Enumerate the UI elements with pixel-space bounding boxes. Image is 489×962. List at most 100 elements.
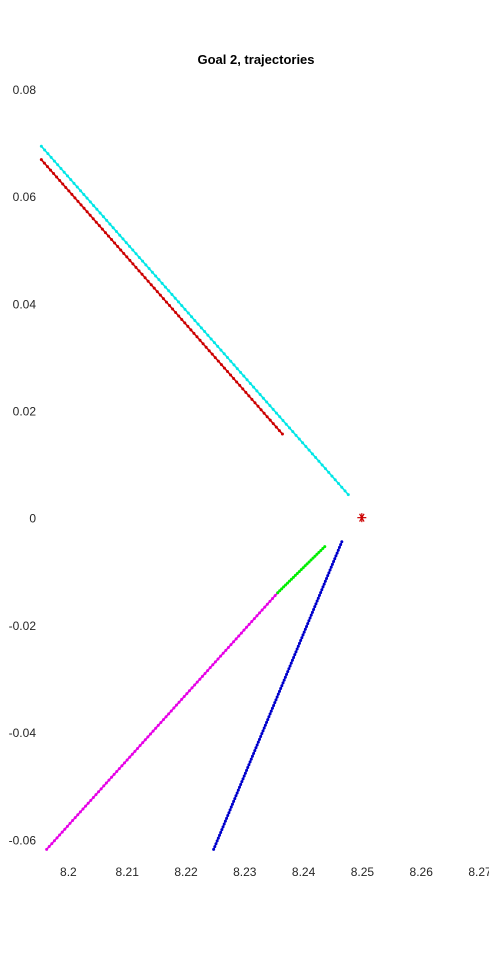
trajectory-point (208, 349, 211, 352)
trajectory-point (239, 371, 242, 374)
trajectory-point (210, 337, 213, 340)
trajectory-point (105, 219, 108, 222)
trajectory-point (334, 478, 337, 481)
x-tick-label: 8.26 (410, 865, 434, 879)
trajectory-point (211, 663, 214, 666)
trajectory-point (66, 174, 69, 177)
trajectory-point (174, 311, 177, 314)
trajectory-point (190, 315, 193, 318)
trajectory-point (157, 278, 160, 281)
trajectory-point (260, 732, 263, 735)
trajectory-point (120, 764, 123, 767)
trajectory-point (224, 649, 227, 652)
trajectory-point (304, 628, 307, 631)
trajectory-point (98, 224, 101, 227)
trajectory-point (40, 145, 43, 148)
trajectory-point (323, 583, 326, 586)
trajectory-point (319, 591, 322, 594)
trajectory-point (267, 715, 270, 718)
trajectory-point (285, 673, 288, 676)
trajectory-point (244, 772, 247, 775)
trajectory-point (56, 163, 59, 166)
trajectory-point (233, 797, 236, 800)
trajectory-point (326, 574, 329, 577)
trajectory-point (53, 839, 56, 842)
trajectory-point (99, 211, 102, 214)
trajectory-series-4 (276, 545, 326, 594)
trajectory-point (285, 423, 288, 426)
trajectory-point (312, 608, 315, 611)
trajectory-point (344, 489, 347, 492)
trajectory-point (92, 204, 95, 207)
trajectory-point (164, 286, 167, 289)
trajectory-point (206, 334, 209, 337)
trajectory-point (279, 687, 282, 690)
trajectory-point (203, 330, 206, 333)
trajectory-point (227, 646, 230, 649)
trajectory-point (168, 304, 171, 307)
trajectory-point (202, 342, 205, 345)
trajectory-point (61, 831, 64, 834)
trajectory-point (309, 616, 312, 619)
trajectory-point (157, 724, 160, 727)
trajectory-point (200, 326, 203, 329)
trajectory-point (178, 701, 181, 704)
trajectory-point (108, 223, 111, 226)
trajectory-point (223, 367, 226, 370)
trajectory-point (275, 426, 278, 429)
trajectory-point (266, 603, 269, 606)
trajectory-point (330, 475, 333, 478)
trajectory-point (281, 419, 284, 422)
trajectory-point (71, 819, 74, 822)
trajectory-point (324, 467, 327, 470)
trajectory-point (79, 810, 82, 813)
trajectory-point (209, 666, 212, 669)
trajectory-point (84, 805, 87, 808)
trajectory-point (264, 724, 267, 727)
trajectory-point (123, 761, 126, 764)
trajectory-point (245, 769, 248, 772)
y-tick-label: 0.02 (13, 405, 37, 419)
trajectory-point (299, 639, 302, 642)
trajectory-point (134, 266, 137, 269)
trajectory-point (87, 802, 90, 805)
trajectory-point (262, 397, 265, 400)
trajectory-point (327, 471, 330, 474)
trajectory-point (154, 274, 157, 277)
trajectory-point (332, 560, 335, 563)
trajectory-point (83, 207, 86, 210)
trajectory-point (337, 482, 340, 485)
trajectory-point (186, 325, 189, 328)
trajectory-point (217, 658, 220, 661)
trajectory-point (211, 353, 214, 356)
trajectory-point (141, 273, 144, 276)
trajectory-point (268, 600, 271, 603)
trajectory-point (223, 352, 226, 355)
trajectory-point (271, 597, 274, 600)
trajectory-point (231, 803, 234, 806)
trajectory-point (188, 689, 191, 692)
trajectory-point (286, 670, 289, 673)
trajectory-point (40, 158, 43, 161)
trajectory-point (139, 744, 142, 747)
trajectory-point (317, 460, 320, 463)
trajectory-point (257, 741, 260, 744)
trajectory-point (250, 620, 253, 623)
trajectory-point (86, 210, 89, 213)
trajectory-point (226, 814, 229, 817)
trajectory-point (306, 622, 309, 625)
trajectory-point (283, 679, 286, 682)
trajectory-point (177, 314, 180, 317)
trajectory-point (232, 800, 235, 803)
trajectory-point (50, 842, 53, 845)
trajectory-point (213, 341, 216, 344)
trajectory-point (159, 721, 162, 724)
trajectory-point (258, 738, 261, 741)
trajectory-point (74, 816, 77, 819)
trajectory-point (49, 169, 52, 172)
trajectory-point (220, 828, 223, 831)
trajectory-point (271, 707, 274, 710)
trajectory-point (185, 692, 188, 695)
trajectory-point (255, 614, 258, 617)
trajectory-point (97, 790, 100, 793)
